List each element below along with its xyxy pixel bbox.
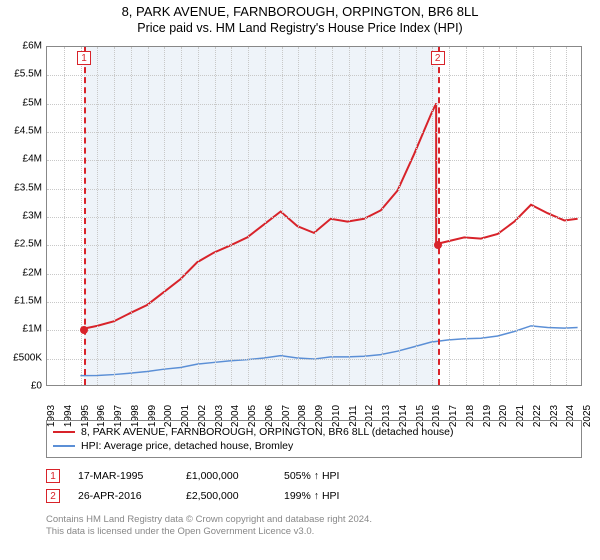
sale-date: 17-MAR-1995 xyxy=(78,470,168,482)
series-line-hpi xyxy=(80,326,577,376)
gridline-vertical xyxy=(499,47,500,385)
sale-row: 2 26-APR-2016 £2,500,000 199% ↑ HPI xyxy=(46,486,582,506)
sale-ratio: 505% ↑ HPI xyxy=(284,470,339,482)
gridline-vertical xyxy=(365,47,366,385)
chart-legend: 8, PARK AVENUE, FARNBOROUGH, ORPINGTON, … xyxy=(46,420,582,458)
y-axis-label: £1.5M xyxy=(14,296,42,307)
gridline-horizontal xyxy=(47,75,581,76)
y-axis-label: £2M xyxy=(23,267,42,278)
y-axis: £0£500K£1M£1.5M£2M£2.5M£3M£3.5M£4M£4.5M£… xyxy=(0,46,44,386)
gridline-horizontal xyxy=(47,189,581,190)
gridline-vertical xyxy=(64,47,65,385)
gridline-vertical xyxy=(399,47,400,385)
gridline-vertical xyxy=(382,47,383,385)
gridline-horizontal xyxy=(47,302,581,303)
legend-swatch xyxy=(53,431,75,433)
y-axis-label: £3M xyxy=(23,211,42,222)
x-axis: 1993199419951996199719981999200020012002… xyxy=(46,388,582,418)
gridline-vertical xyxy=(81,47,82,385)
chart-title: 8, PARK AVENUE, FARNBOROUGH, ORPINGTON, … xyxy=(0,4,600,19)
gridline-vertical xyxy=(449,47,450,385)
y-axis-label: £5.5M xyxy=(14,69,42,80)
series-dot xyxy=(80,326,88,334)
chart-series-svg xyxy=(47,47,581,385)
chart-title-block: 8, PARK AVENUE, FARNBOROUGH, ORPINGTON, … xyxy=(0,0,600,37)
gridline-vertical xyxy=(315,47,316,385)
gridline-vertical xyxy=(114,47,115,385)
sale-marker-box: 2 xyxy=(431,51,445,65)
legend-label: HPI: Average price, detached house, Brom… xyxy=(81,440,293,452)
y-axis-label: £6M xyxy=(23,41,42,52)
gridline-vertical xyxy=(432,47,433,385)
sale-marker-icon: 2 xyxy=(46,489,60,503)
chart-plot-area: 12 xyxy=(46,46,582,386)
y-axis-label: £0 xyxy=(31,381,42,392)
gridline-vertical xyxy=(131,47,132,385)
gridline-horizontal xyxy=(47,217,581,218)
sale-ratio: 199% ↑ HPI xyxy=(284,490,339,502)
sales-table: 1 17-MAR-1995 £1,000,000 505% ↑ HPI 2 26-APR-… xyxy=(46,466,582,506)
gridline-vertical xyxy=(97,47,98,385)
gridline-vertical xyxy=(164,47,165,385)
gridline-horizontal xyxy=(47,132,581,133)
footer-line: This data is licensed under the Open Gov… xyxy=(46,526,582,538)
y-axis-label: £500K xyxy=(13,352,42,363)
gridline-vertical xyxy=(148,47,149,385)
sale-row: 1 17-MAR-1995 £1,000,000 505% ↑ HPI xyxy=(46,466,582,486)
gridline-vertical xyxy=(298,47,299,385)
series-line-price_paid xyxy=(84,103,578,328)
gridline-horizontal xyxy=(47,245,581,246)
gridline-horizontal xyxy=(47,104,581,105)
gridline-horizontal xyxy=(47,160,581,161)
legend-label: 8, PARK AVENUE, FARNBOROUGH, ORPINGTON, … xyxy=(81,426,454,438)
sale-date: 26-APR-2016 xyxy=(78,490,168,502)
gridline-vertical xyxy=(550,47,551,385)
gridline-vertical xyxy=(248,47,249,385)
gridline-vertical xyxy=(483,47,484,385)
gridline-vertical xyxy=(282,47,283,385)
gridline-vertical xyxy=(533,47,534,385)
legend-item: HPI: Average price, detached house, Brom… xyxy=(53,439,575,453)
gridline-vertical xyxy=(466,47,467,385)
sale-marker-icon: 1 xyxy=(46,469,60,483)
y-axis-label: £1M xyxy=(23,324,42,335)
chart-footer: Contains HM Land Registry data © Crown c… xyxy=(46,514,582,539)
gridline-vertical xyxy=(181,47,182,385)
gridline-vertical xyxy=(566,47,567,385)
gridline-horizontal xyxy=(47,359,581,360)
gridline-vertical xyxy=(265,47,266,385)
gridline-vertical xyxy=(416,47,417,385)
legend-item: 8, PARK AVENUE, FARNBOROUGH, ORPINGTON, … xyxy=(53,425,575,439)
gridline-vertical xyxy=(215,47,216,385)
gridline-vertical xyxy=(198,47,199,385)
gridline-vertical xyxy=(332,47,333,385)
footer-line: Contains HM Land Registry data © Crown c… xyxy=(46,514,582,526)
gridline-vertical xyxy=(349,47,350,385)
legend-swatch xyxy=(53,445,75,447)
gridline-horizontal xyxy=(47,330,581,331)
sale-marker-box: 1 xyxy=(77,51,91,65)
gridline-vertical xyxy=(516,47,517,385)
y-axis-label: £5M xyxy=(23,97,42,108)
x-axis-label: 2025 xyxy=(582,405,593,427)
chart-subtitle: Price paid vs. HM Land Registry's House … xyxy=(0,21,600,35)
y-axis-label: £4.5M xyxy=(14,126,42,137)
gridline-vertical xyxy=(231,47,232,385)
sale-marker-line xyxy=(438,47,440,385)
series-dot xyxy=(434,241,442,249)
y-axis-label: £2.5M xyxy=(14,239,42,250)
y-axis-label: £4M xyxy=(23,154,42,165)
sale-price: £2,500,000 xyxy=(186,490,266,502)
y-axis-label: £3.5M xyxy=(14,182,42,193)
sale-price: £1,000,000 xyxy=(186,470,266,482)
gridline-horizontal xyxy=(47,274,581,275)
